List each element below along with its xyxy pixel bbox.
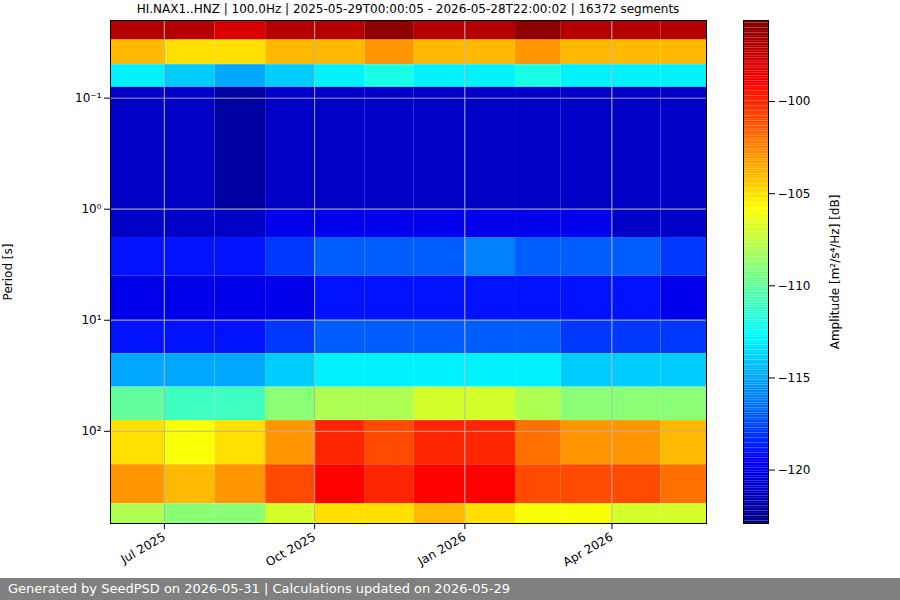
svg-text:Period [s]: Period [s] <box>1 244 15 301</box>
svg-text:Jul 2025: Jul 2025 <box>118 530 168 567</box>
svg-text:−115: −115 <box>778 371 811 385</box>
svg-text:−110: −110 <box>778 279 811 293</box>
svg-text:10²: 10² <box>81 424 101 438</box>
svg-text:Amplitude [m²/s⁴/Hz] [dB]: Amplitude [m²/s⁴/Hz] [dB] <box>828 195 842 350</box>
html-text:Generated by SeedPSD on 2026-0: Generated by SeedPSD on 2026-05-31 | Cal… <box>8 581 510 596</box>
svg-text:Jan 2026: Jan 2026 <box>415 530 469 569</box>
svg-text:Apr 2026: Apr 2026 <box>561 530 616 570</box>
svg-text:10⁰: 10⁰ <box>81 202 101 216</box>
svg-text:−120: −120 <box>778 463 811 477</box>
svg-text:10¹: 10¹ <box>81 313 101 327</box>
svg-text:Oct 2025: Oct 2025 <box>263 530 318 570</box>
svg-text:10⁻¹: 10⁻¹ <box>75 91 102 105</box>
svg-text:−105: −105 <box>778 187 811 201</box>
html-text:HI.NAX1..HNZ | 100.0Hz | 2025-: HI.NAX1..HNZ | 100.0Hz | 2025-05-29T00:0… <box>136 2 680 16</box>
svg-text:−100: −100 <box>778 94 811 108</box>
